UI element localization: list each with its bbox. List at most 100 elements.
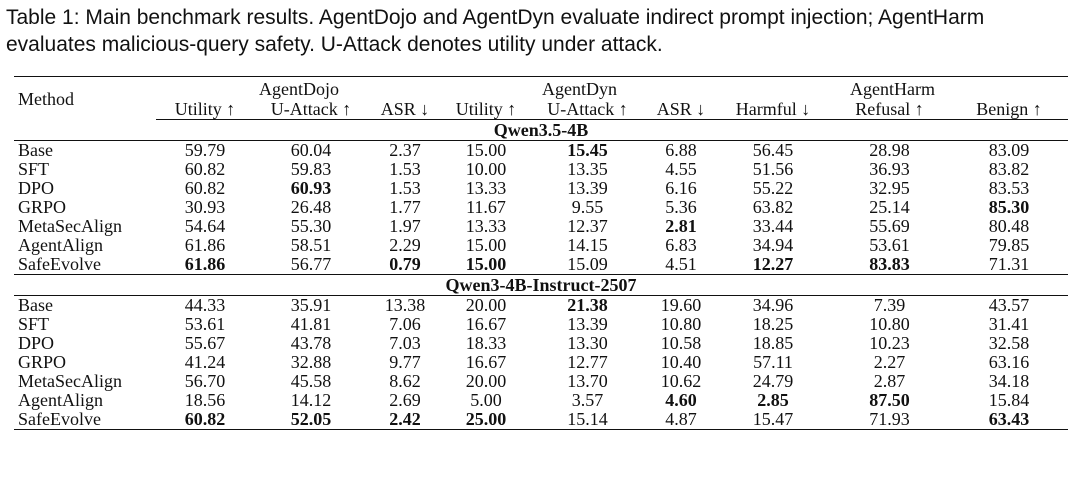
value-cell: 12.37 (567, 216, 608, 236)
value-cell: 19.60 (660, 295, 702, 315)
value-cell: 15.45 (567, 140, 608, 160)
value-cell: 52.05 (254, 410, 368, 430)
value-cell: 15.47 (717, 410, 829, 430)
value-cell: 4.60 (665, 390, 697, 410)
value-cell: 56.45 (752, 140, 794, 160)
value-cell: 14.15 (567, 235, 608, 255)
value-cell: 33.44 (752, 216, 794, 236)
value-cell: 4.51 (665, 254, 697, 274)
value-cell: 13.30 (567, 333, 608, 353)
value-cell: 21.38 (567, 295, 608, 315)
value-cell: 2.69 (389, 390, 421, 410)
value-cell: 58.51 (290, 235, 332, 255)
value-cell: 15.00 (465, 235, 507, 255)
value-cell: 15.84 (988, 390, 1030, 410)
method-cell: Base (18, 140, 53, 160)
value-cell: 43.57 (988, 295, 1030, 315)
value-cell: 56.77 (290, 254, 332, 274)
value-cell: 1.77 (389, 197, 421, 217)
value-cell: 2.85 (757, 390, 789, 410)
value-cell: 13.39 (567, 178, 608, 198)
value-cell: 60.82 (156, 410, 254, 430)
table-row: GRPO 30.93 26.48 1.77 11.67 9.55 5.36 63.82 25.1… (14, 198, 1068, 217)
value-cell: 85.30 (988, 197, 1030, 217)
value-cell: 10.62 (660, 371, 702, 391)
group-agentharm: AgentHarm (717, 76, 1068, 99)
col-header: Harmful ↓ (717, 99, 829, 120)
value-cell: 34.18 (988, 371, 1030, 391)
value-cell: 83.53 (988, 178, 1030, 198)
value-cell: 3.57 (571, 390, 604, 410)
value-cell: 63.82 (752, 197, 794, 217)
section-title: Qwen3-4B-Instruct-2507 (14, 274, 1068, 296)
value-cell: 63.16 (988, 352, 1030, 372)
value-cell: 2.81 (665, 216, 697, 236)
value-cell: 7.03 (389, 333, 421, 353)
value-cell: 2.29 (389, 235, 421, 255)
value-cell: 20.00 (465, 295, 507, 315)
value-cell: 13.38 (384, 295, 426, 315)
method-cell: SafeEvolve (18, 254, 101, 274)
value-cell: 55.30 (290, 216, 332, 236)
value-cell: 45.58 (290, 371, 332, 391)
value-cell: 6.83 (665, 235, 697, 255)
value-cell: 71.31 (988, 254, 1030, 274)
value-cell: 36.93 (869, 159, 910, 179)
value-cell: 57.11 (753, 352, 793, 372)
value-cell: 34.94 (752, 235, 794, 255)
value-cell: 10.23 (869, 333, 910, 353)
value-cell: 8.62 (389, 371, 421, 391)
group-agentdyn: AgentDyn (442, 76, 717, 99)
value-cell: 20.00 (465, 371, 507, 391)
table-row: AgentAlign 61.86 58.51 2.29 15.00 14.15 6.83 34… (14, 236, 1068, 255)
method-header: Method (14, 76, 156, 120)
col-header: U-Attack ↑ (254, 99, 368, 120)
value-cell: 15.14 (530, 410, 645, 430)
table-header: Method AgentDojo AgentDyn AgentHarm Util… (14, 76, 1068, 120)
table-row: GRPO 41.24 32.88 9.77 16.67 12.77 10.40 57.11 2.… (14, 353, 1068, 372)
value-cell: 6.16 (665, 178, 697, 198)
value-cell: 83.09 (988, 140, 1030, 160)
value-cell: 56.70 (184, 371, 226, 391)
col-header: Utility ↑ (156, 99, 254, 120)
method-cell: AgentAlign (18, 235, 103, 255)
value-cell: 18.25 (752, 314, 794, 334)
value-cell: 83.83 (869, 254, 910, 274)
column-header-row: Utility ↑ U-Attack ↑ ASR ↓ Utility ↑ U-A… (14, 99, 1068, 120)
value-cell: 59.79 (184, 140, 226, 160)
value-cell: 1.97 (389, 216, 421, 236)
value-cell: 12.27 (752, 254, 794, 274)
value-cell: 0.79 (389, 254, 421, 274)
value-cell: 2.37 (389, 140, 421, 160)
method-cell: GRPO (18, 352, 67, 372)
section-header-row: Qwen3.5-4B (14, 119, 1068, 141)
value-cell: 9.77 (389, 352, 421, 372)
value-cell: 63.43 (950, 410, 1068, 430)
value-cell: 60.04 (290, 140, 332, 160)
method-cell: SFT (18, 159, 50, 179)
col-header: Refusal ↑ (829, 99, 950, 120)
value-cell: 13.33 (465, 216, 507, 236)
col-header: U-Attack ↑ (530, 99, 645, 120)
value-cell: 60.93 (290, 178, 332, 198)
table-row: DPO 55.67 43.78 7.03 18.33 13.30 10.58 18.85 10.… (14, 334, 1068, 353)
value-cell: 16.67 (465, 352, 507, 372)
value-cell: 55.22 (752, 178, 794, 198)
table-body: Qwen3.5-4B Base 59.79 60.04 2.37 15.00 15.45 6.… (14, 119, 1068, 430)
value-cell: 41.24 (184, 352, 226, 372)
value-cell: 32.95 (869, 178, 910, 198)
value-cell: 10.58 (660, 333, 702, 353)
value-cell: 6.88 (665, 140, 697, 160)
method-cell: SafeEvolve (14, 410, 156, 430)
value-cell: 61.86 (184, 254, 226, 274)
value-cell: 80.48 (988, 216, 1030, 236)
table-row: SafeEvolve 61.86 56.77 0.79 15.00 15.09 4.51 12… (14, 255, 1068, 275)
value-cell: 10.40 (660, 352, 702, 372)
method-cell: DPO (18, 333, 55, 353)
caption-label: Table 1: (6, 6, 80, 29)
value-cell: 18.33 (465, 333, 507, 353)
value-cell: 13.70 (567, 371, 608, 391)
table-row: MetaSecAlign 54.64 55.30 1.97 13.33 12.37 2.81… (14, 217, 1068, 236)
value-cell: 5.00 (470, 390, 502, 410)
